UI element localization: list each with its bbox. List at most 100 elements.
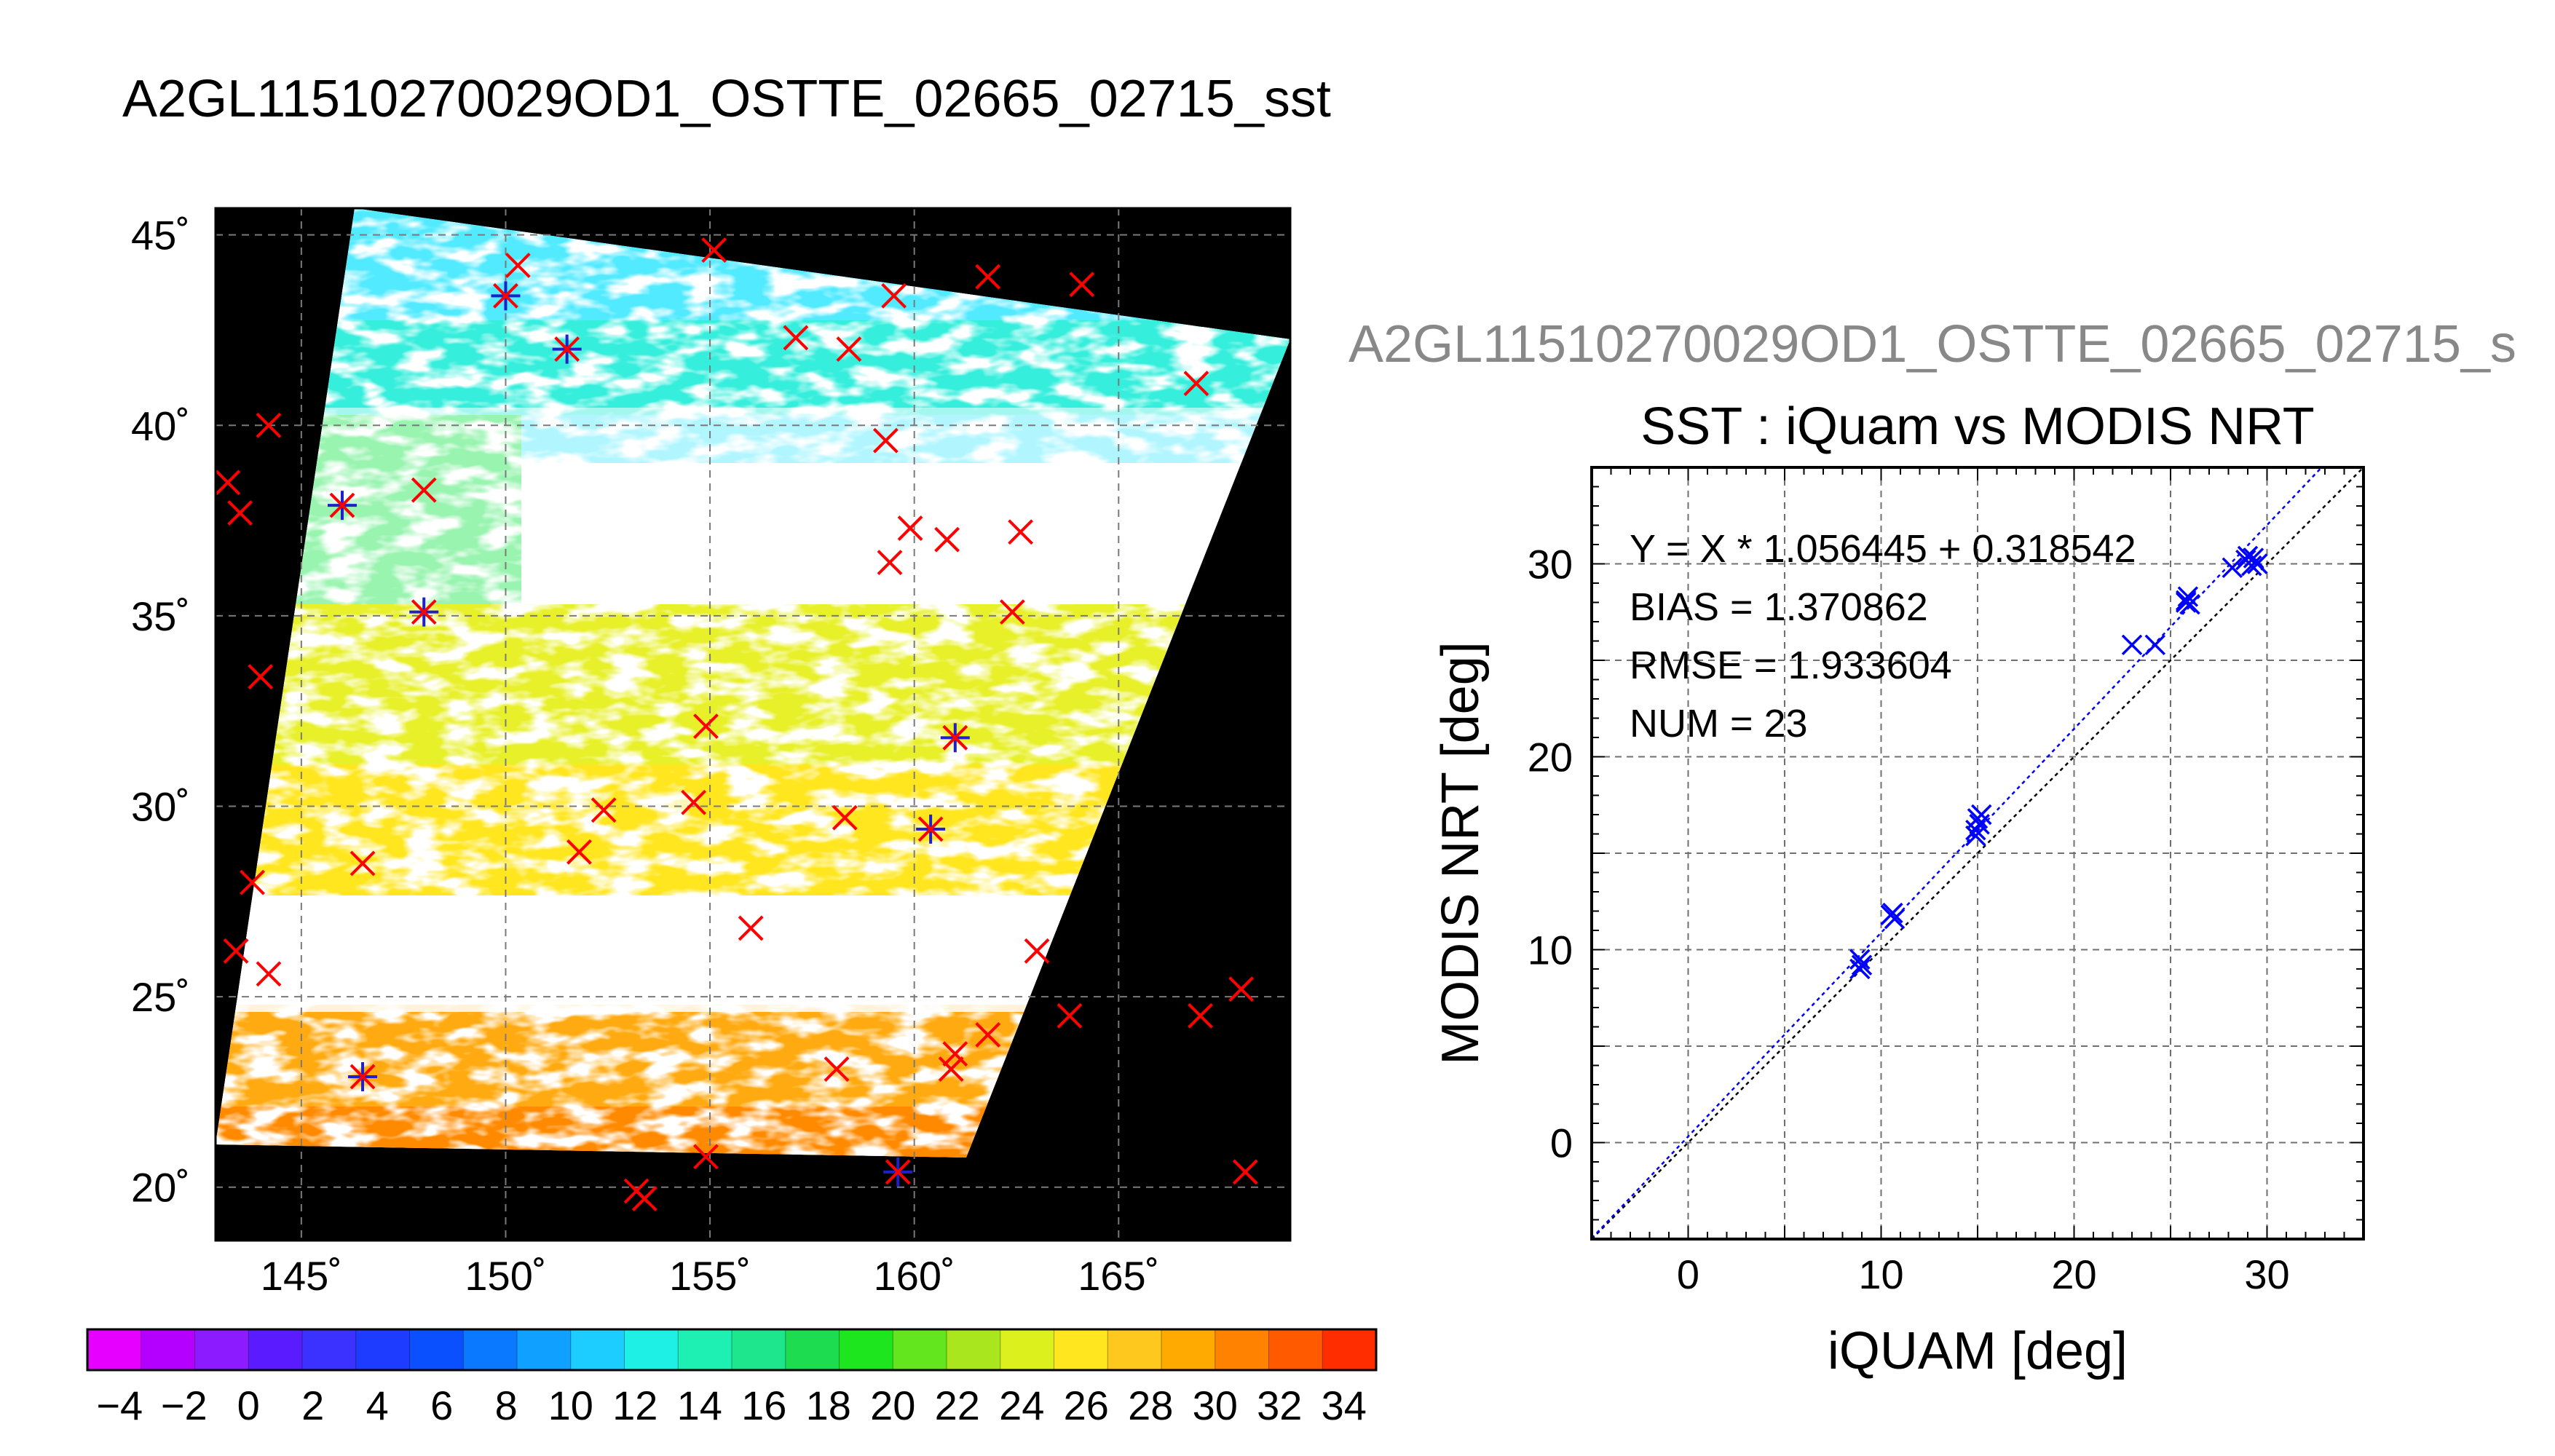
scatter-points [1849, 545, 2268, 980]
colorbar-cell [355, 1329, 410, 1370]
scatter-x-tick-label: 0 [1677, 1251, 1699, 1297]
colorbar-tick-label: 30 [1193, 1382, 1238, 1428]
colorbar-tick-label: 10 [548, 1382, 593, 1428]
figure-title: A2GL11510270029OD1_OSTTE_02665_02715_sst [122, 70, 1331, 128]
map-lat-tick-label: 35˚ [131, 593, 190, 639]
insitu-marker [591, 797, 617, 823]
scatter-x-tick-label: 30 [2244, 1251, 2289, 1297]
colorbar-cell [194, 1329, 249, 1370]
colorbar-tick-label: 4 [366, 1382, 389, 1428]
matchup-marker [883, 1157, 913, 1187]
colorbar-tick-label: 12 [612, 1382, 657, 1428]
colorbar-cell [570, 1329, 625, 1370]
insitu-marker [872, 427, 899, 454]
colorbar-cell [678, 1329, 732, 1370]
colorbar-cell [141, 1329, 195, 1370]
map-lat-tick-label: 30˚ [131, 783, 190, 829]
scatter-point [2177, 586, 2199, 607]
insitu-marker [701, 237, 727, 263]
colorbar-cell [87, 1329, 142, 1370]
colorbar-cell [732, 1329, 786, 1370]
insitu-marker [681, 789, 707, 815]
scatter-subtitle: A2GL11510270029OD1_OSTTE_02665_02715_s [1348, 315, 2516, 373]
colorbar-tick-label: 22 [935, 1382, 980, 1428]
scatter-title: SST : iQuam vs MODIS NRT [1640, 397, 2315, 456]
scatter-point [1971, 804, 1992, 826]
insitu-marker [1069, 272, 1095, 298]
insitu-marker [938, 1056, 964, 1082]
matchup-marker [348, 1062, 378, 1092]
scatter-annotations: Y = X * 1.056445 + 0.318542 BIAS = 1.3708… [1630, 527, 2136, 745]
insitu-marker [934, 526, 960, 553]
insitu-marker [975, 1022, 1001, 1048]
map-lon-tick-label: 145˚ [261, 1253, 342, 1299]
insitu-marker [824, 1056, 850, 1082]
insitu-marker [999, 599, 1025, 625]
insitu-marker [693, 1144, 719, 1170]
colorbar-tick-label: 6 [430, 1382, 453, 1428]
scatter-point [2222, 557, 2243, 579]
insitu-marker [975, 264, 1001, 290]
insitu-marker [897, 515, 923, 541]
colorbar-tick-label: −2 [161, 1382, 208, 1428]
insitu-marker [1228, 976, 1255, 1002]
scatter-tick-labels: 0 10 20 30 0 10 20 30 [1528, 542, 2290, 1298]
colorbar-cell [839, 1329, 893, 1370]
colorbar-cell [785, 1329, 840, 1370]
insitu-marker [216, 470, 241, 496]
scatter-frame [1590, 466, 2365, 1241]
matchup-marker [409, 597, 439, 627]
map-lon-tick-label: 155˚ [669, 1253, 751, 1299]
matchup-marker [940, 723, 970, 753]
colorbar-cell [1161, 1329, 1216, 1370]
insitu-marker [877, 550, 903, 576]
insitu-marker [1057, 1002, 1083, 1029]
insitu-marker [248, 664, 274, 690]
insitu-marker [223, 938, 249, 964]
scatter-annotation: NUM = 23 [1630, 702, 1808, 745]
colorbar-cell [248, 1329, 303, 1370]
map-lat-tick-label: 40˚ [131, 403, 190, 448]
scatter-point [1851, 954, 1873, 976]
map-markers [216, 237, 1258, 1211]
scatter-annotation: Y = X * 1.056445 + 0.318542 [1630, 527, 2136, 571]
insitu-marker [836, 336, 862, 363]
scatter-annotation: BIAS = 1.370862 [1630, 585, 1928, 629]
scatter-point [1849, 958, 1871, 980]
sst-map: 145˚ 150˚ 155˚ 160˚ 165˚ 20˚ 25˚ 30˚ 35˚ 40˚ 45˚ [131, 207, 1292, 1299]
colorbar-tick-label: −4 [96, 1382, 143, 1428]
insitu-marker [505, 253, 531, 278]
colorbar-tick-label: 2 [301, 1382, 324, 1428]
scatter-point [2179, 593, 2200, 615]
scatter-ylabel: MODIS NRT [deg] [1431, 641, 1490, 1065]
scatter-x-tick-label: 10 [1858, 1251, 1903, 1297]
map-tick-labels: 145˚ 150˚ 155˚ 160˚ 165˚ 20˚ 25˚ 30˚ 35˚ 40˚ 45˚ [131, 213, 1159, 1299]
colorbar: −4 −2 0 2 4 6 8 10 12 14 16 18 20 22 24 26 28 30 32 34 [86, 1328, 1378, 1428]
insitu-marker [693, 713, 719, 740]
scatter-point [2237, 545, 2259, 567]
scatter-plot: A2GL11510270029OD1_OSTTE_02665_02715_s S… [1348, 315, 2516, 1380]
scatter-y-tick-label: 30 [1528, 542, 1573, 587]
map-lat-tick-label: 45˚ [131, 213, 190, 258]
insitu-marker [738, 915, 764, 941]
map-lat-tick-label: 20˚ [131, 1165, 190, 1211]
insitu-marker [832, 804, 858, 831]
matchup-marker [327, 491, 357, 521]
insitu-marker [881, 282, 907, 309]
map-lon-tick-label: 160˚ [874, 1253, 955, 1299]
scatter-y-tick-label: 10 [1528, 927, 1573, 973]
insitu-marker [227, 500, 253, 526]
colorbar-cell [624, 1329, 679, 1370]
colorbar-cell [1000, 1329, 1054, 1370]
matchup-marker [491, 281, 521, 311]
scatter-point [2247, 553, 2268, 574]
scatter-point [1882, 902, 1903, 924]
colorbar-cell [1107, 1329, 1162, 1370]
insitu-marker [783, 325, 809, 351]
colorbar-cell [1322, 1329, 1377, 1370]
insitu-marker [1188, 1002, 1213, 1029]
scatter-point [2144, 634, 2166, 656]
insitu-marker [411, 477, 437, 503]
colorbar-cell [893, 1329, 947, 1370]
